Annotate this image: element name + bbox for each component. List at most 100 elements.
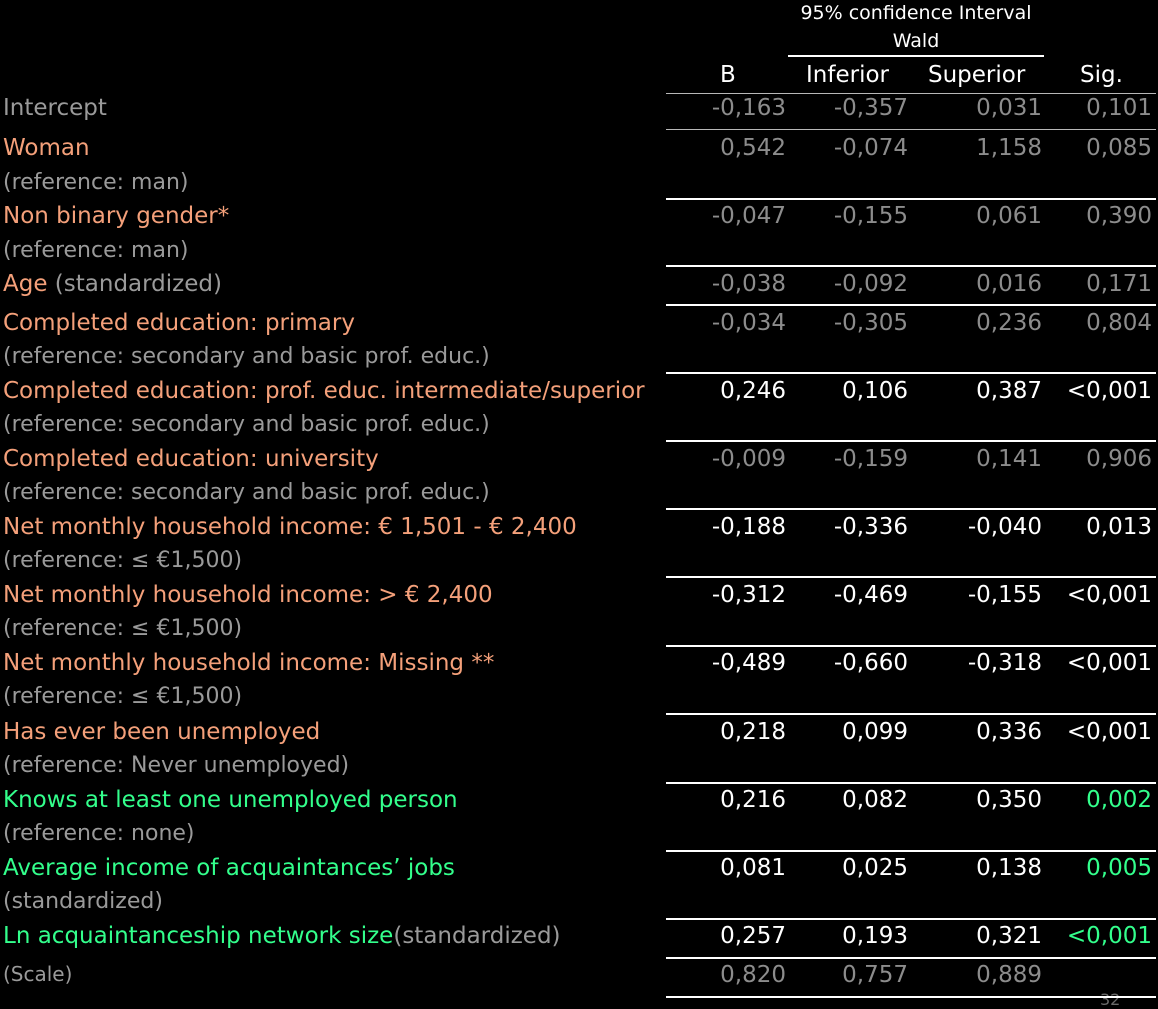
row-rule (666, 782, 1156, 784)
row-reference: (reference: man) (3, 238, 189, 263)
cell-inferior: -0,469 (833, 582, 908, 608)
cell-b: -0,188 (711, 514, 786, 540)
cell-sig: 0,390 (1086, 203, 1152, 229)
cell-sig: 0,804 (1086, 310, 1152, 336)
cell-inferior: -0,092 (833, 271, 908, 297)
row-label-edu-university: Completed education: university (3, 446, 379, 472)
row-rule (666, 129, 1156, 130)
row-rule (666, 850, 1156, 852)
row-label-knows-unemployed: Knows at least one unemployed person (3, 787, 458, 813)
row-rule (666, 713, 1156, 715)
cell-b: -0,009 (711, 446, 786, 472)
page-number: 32 (1100, 990, 1121, 1009)
cell-inferior: -0,074 (833, 135, 908, 161)
row-label-edu-prof: Completed education: prof. educ. interme… (3, 378, 645, 404)
cell-superior: 0,321 (976, 923, 1042, 949)
row-label-text: Age (3, 271, 48, 297)
row-label-intercept: Intercept (3, 95, 107, 121)
cell-b: 0,081 (720, 855, 786, 881)
cell-b: -0,038 (711, 271, 786, 297)
ci-underline (788, 55, 1044, 57)
cell-inferior: -0,155 (833, 203, 908, 229)
cell-superior: 0,031 (976, 95, 1042, 121)
cell-superior: 0,061 (976, 203, 1042, 229)
row-rule (666, 198, 1156, 200)
row-label-income-mid: Net monthly household income: € 1,501 - … (3, 514, 577, 540)
cell-sig: <0,001 (1066, 923, 1152, 949)
cell-sig: 0,171 (1086, 271, 1152, 297)
cell-b: 0,542 (720, 135, 786, 161)
cell-b: -0,163 (711, 95, 786, 121)
cell-superior: 0,141 (976, 446, 1042, 472)
cell-b: 0,246 (720, 378, 786, 404)
cell-superior: 0,138 (976, 855, 1042, 881)
cell-b: 0,257 (720, 923, 786, 949)
ci-subtitle: Wald (892, 30, 940, 52)
row-rule (666, 304, 1156, 306)
cell-inferior: 0,099 (842, 719, 908, 745)
cell-inferior: 0,082 (842, 787, 908, 813)
cell-superior: 0,387 (976, 378, 1042, 404)
cell-superior: 0,016 (976, 271, 1042, 297)
row-reference: (reference: secondary and basic prof. ed… (3, 344, 490, 369)
cell-inferior: 0,757 (842, 962, 908, 988)
cell-sig: 0,002 (1086, 787, 1152, 813)
cell-b: -0,034 (711, 310, 786, 336)
cell-sig: 0,085 (1086, 135, 1152, 161)
cell-superior: 0,336 (976, 719, 1042, 745)
row-label-woman: Woman (3, 135, 90, 161)
cell-inferior: -0,336 (833, 514, 908, 540)
cell-sig: <0,001 (1066, 719, 1152, 745)
cell-superior: -0,318 (967, 650, 1042, 676)
row-reference: (reference: ≤ €1,500) (3, 684, 243, 709)
cell-superior: 0,236 (976, 310, 1042, 336)
cell-b: -0,047 (711, 203, 786, 229)
row-rule (666, 508, 1156, 510)
cell-inferior: -0,159 (833, 446, 908, 472)
cell-b: 0,820 (720, 962, 786, 988)
cell-superior: -0,040 (967, 514, 1042, 540)
row-reference: (reference: secondary and basic prof. ed… (3, 412, 490, 437)
col-header-b: B (720, 62, 736, 88)
cell-inferior: 0,193 (842, 923, 908, 949)
cell-b: -0,312 (711, 582, 786, 608)
cell-inferior: -0,357 (833, 95, 908, 121)
row-rule (666, 576, 1156, 578)
row-rule (666, 372, 1156, 374)
cell-superior: 0,350 (976, 787, 1042, 813)
row-label-extra: (standardized) (47, 271, 222, 297)
row-rule (666, 440, 1156, 442)
row-label-unemployed: Has ever been unemployed (3, 719, 321, 745)
row-label-network-size: Ln acquaintanceship network size(standar… (3, 923, 561, 949)
row-label-scale: (Scale) (3, 962, 73, 986)
row-label-text: Ln acquaintanceship network size (3, 923, 394, 949)
row-label-income-high: Net monthly household income: > € 2,400 (3, 582, 493, 608)
col-header-inferior: Inferior (806, 62, 889, 88)
cell-sig: 0,013 (1086, 514, 1152, 540)
cell-inferior: 0,106 (842, 378, 908, 404)
row-reference: (reference: secondary and basic prof. ed… (3, 480, 490, 505)
cell-b: 0,216 (720, 787, 786, 813)
row-rule (666, 265, 1156, 267)
row-reference: (reference: Never unemployed) (3, 753, 350, 778)
col-header-sig: Sig. (1080, 62, 1123, 88)
row-reference: (reference: man) (3, 170, 189, 195)
row-rule (666, 645, 1156, 647)
cell-sig: 0,101 (1086, 95, 1152, 121)
header-rule (666, 93, 1156, 94)
row-label-edu-primary: Completed education: primary (3, 310, 355, 336)
cell-sig: <0,001 (1066, 582, 1152, 608)
row-label-non-binary: Non binary gender* (3, 203, 230, 229)
cell-superior: 0,889 (976, 962, 1042, 988)
cell-b: 0,218 (720, 719, 786, 745)
cell-inferior: -0,305 (833, 310, 908, 336)
cell-sig: 0,906 (1086, 446, 1152, 472)
bottom-rule (666, 996, 1156, 998)
cell-sig: <0,001 (1066, 650, 1152, 676)
cell-inferior: 0,025 (842, 855, 908, 881)
ci-title: 95% confidence Interval (800, 2, 1032, 24)
row-rule (666, 918, 1156, 920)
col-header-superior: Superior (928, 62, 1026, 88)
cell-inferior: -0,660 (833, 650, 908, 676)
cell-sig: <0,001 (1066, 378, 1152, 404)
